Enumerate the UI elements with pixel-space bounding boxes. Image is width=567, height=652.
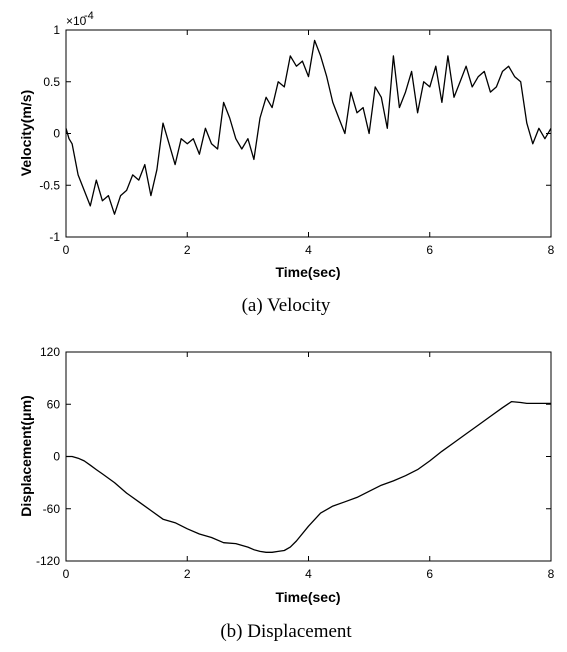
velocity-series-line bbox=[65, 39, 552, 215]
velocity-y-axis-label: Velocity(m/s) bbox=[18, 90, 34, 176]
velocity-caption: (a) Velocity bbox=[242, 295, 331, 316]
displacement-y-tick-label: 0 bbox=[53, 450, 60, 464]
displacement-caption: (b) Displacement bbox=[220, 621, 352, 642]
displacement-x-tick-label: 2 bbox=[184, 567, 191, 581]
displacement-x-tick-label: 4 bbox=[305, 567, 312, 581]
displacement-y-tick-label: 60 bbox=[47, 397, 61, 411]
velocity-y-tick-label: -1 bbox=[49, 230, 60, 244]
velocity-y-tick-label: -0.5 bbox=[39, 178, 60, 192]
velocity-y-tick-label: 1 bbox=[53, 23, 60, 37]
velocity-y-tick-label: 0.5 bbox=[43, 75, 60, 89]
displacement-chart: 0 2 4 6 8 -120 -60 0 60 120 Time(sec) Displacemen… bbox=[18, 345, 555, 642]
displacement-plot-area bbox=[65, 351, 552, 562]
velocity-plot-area bbox=[65, 29, 552, 238]
velocity-chart: 0 2 4 6 8 -1 -0.5 0 0.5 1 ×10 -4 Time(sec) Veloci… bbox=[18, 10, 555, 316]
velocity-x-tick-label: 8 bbox=[548, 243, 555, 257]
displacement-y-tick-label: -60 bbox=[43, 502, 61, 516]
velocity-scale-label: ×10 bbox=[66, 14, 87, 28]
displacement-x-tick-label: 6 bbox=[426, 567, 433, 581]
displacement-series-line bbox=[66, 400, 551, 553]
displacement-y-tick-label: -120 bbox=[36, 554, 60, 568]
velocity-y-tick-label: 0 bbox=[53, 127, 60, 141]
displacement-x-tick-label: 0 bbox=[63, 567, 70, 581]
velocity-x-tick-label: 0 bbox=[63, 243, 70, 257]
velocity-scale-exponent: -4 bbox=[84, 10, 94, 22]
displacement-x-axis-label: Time(sec) bbox=[275, 589, 340, 605]
velocity-x-tick-label: 2 bbox=[184, 243, 191, 257]
velocity-ticks: 0 2 4 6 8 -1 -0.5 0 0.5 1 bbox=[39, 23, 554, 257]
displacement-ticks: 0 2 4 6 8 -120 -60 0 60 120 bbox=[36, 345, 555, 581]
displacement-y-axis-label: Displacement(μm) bbox=[18, 395, 34, 516]
velocity-x-axis-label: Time(sec) bbox=[275, 264, 340, 280]
velocity-x-tick-label: 6 bbox=[426, 243, 433, 257]
displacement-x-tick-label: 8 bbox=[548, 567, 555, 581]
velocity-x-tick-label: 4 bbox=[305, 243, 312, 257]
displacement-y-tick-label: 120 bbox=[40, 345, 60, 359]
